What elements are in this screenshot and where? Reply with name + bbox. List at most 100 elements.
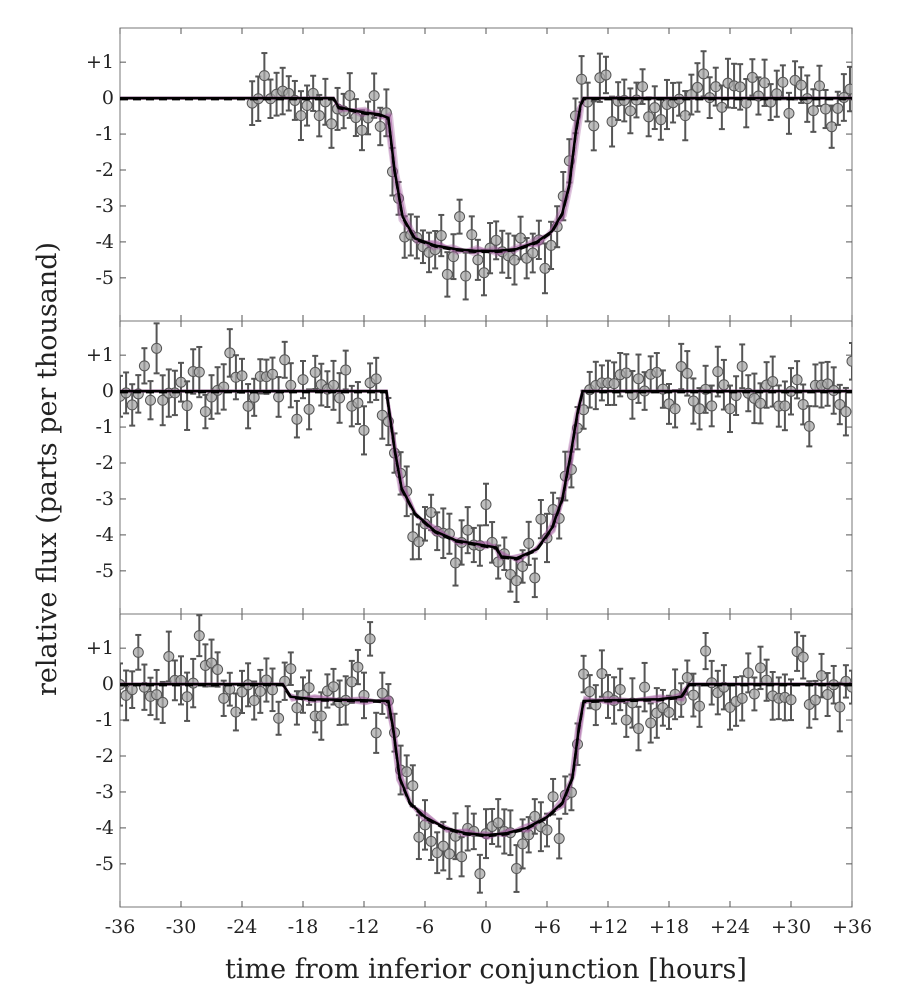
x-tick-label: -18: [288, 916, 319, 938]
data-point: [236, 357, 248, 394]
x-tick-label: +6: [533, 916, 561, 938]
x-tick-label: +18: [649, 916, 689, 938]
data-point: [277, 66, 289, 116]
data-point: [368, 72, 380, 119]
posterior-draw: [120, 96, 852, 256]
data-point: [761, 658, 773, 702]
y-tick-label: -3: [95, 781, 114, 803]
data-point: [807, 88, 819, 133]
data-point: [529, 798, 541, 835]
data-point: [401, 465, 413, 518]
data-point: [193, 614, 205, 658]
x-tick-label: -30: [166, 916, 197, 938]
data-point: [126, 670, 138, 709]
data-point: [803, 405, 815, 448]
data-point: [206, 374, 217, 420]
data-point: [151, 668, 163, 721]
data-point: [441, 251, 453, 298]
data-point: [474, 853, 486, 894]
data-point: [358, 671, 370, 720]
y-tick-label: -3: [95, 195, 114, 217]
data-point: [502, 232, 514, 279]
y-tick-label: +1: [86, 51, 114, 73]
data-point: [358, 405, 370, 456]
data-point: [547, 491, 559, 528]
y-tick-label: +1: [86, 344, 114, 366]
posterior-draw: [120, 682, 852, 840]
x-tick-label: -6: [416, 916, 435, 938]
data-point: [822, 360, 834, 407]
data-point: [193, 345, 205, 399]
data-point: [291, 399, 303, 439]
data-point: [734, 63, 746, 111]
data-point: [352, 381, 364, 426]
data-point: [466, 215, 478, 254]
plot-area: [120, 50, 852, 301]
data-point: [706, 659, 718, 706]
data-point: [364, 621, 376, 657]
data-point: [248, 680, 260, 721]
posterior-draw: [120, 682, 852, 838]
y-tick-label: -2: [95, 159, 114, 181]
data-point: [370, 711, 382, 754]
data-point: [511, 558, 522, 603]
data-point: [401, 754, 413, 790]
data-point: [545, 220, 557, 271]
data-point: [407, 764, 419, 808]
data-point: [675, 682, 687, 718]
data-point: [813, 64, 825, 107]
x-tick-label: +24: [710, 916, 750, 938]
data-point: [755, 645, 766, 691]
data-point: [376, 671, 388, 715]
data-point: [797, 634, 809, 680]
y-tick-label: 0: [102, 87, 114, 109]
data-point: [826, 104, 838, 149]
y-tick-label: -2: [95, 745, 114, 767]
data-point: [370, 356, 382, 401]
data-point: [645, 702, 657, 744]
data-point: [633, 353, 644, 404]
data-point: [553, 817, 565, 860]
data-point: [527, 232, 539, 274]
data-point: [685, 73, 697, 116]
data-point: [655, 98, 667, 141]
data-point: [746, 58, 758, 97]
data-point: [254, 668, 266, 714]
y-tick-label: -5: [95, 560, 114, 582]
posterior-draw: [120, 389, 852, 564]
data-point: [608, 361, 620, 406]
y-tick-label: 0: [102, 673, 114, 695]
panel-bottom: +1 0 -1 -2 -3 -4 -5: [86, 613, 853, 908]
data-point: [508, 234, 520, 286]
posterior-draw: [120, 682, 852, 841]
data-point: [224, 328, 236, 378]
data-point: [523, 816, 535, 854]
data-point: [578, 654, 590, 694]
data-point: [846, 669, 852, 705]
data-point: [218, 363, 230, 411]
data-point: [413, 814, 425, 861]
x-tick-label: +12: [588, 916, 628, 938]
data-point: [698, 50, 710, 98]
plot-area: [120, 614, 852, 894]
data-point: [669, 389, 681, 429]
y-tick-label: -2: [95, 452, 114, 474]
data-point: [151, 322, 163, 375]
data-point: [614, 667, 626, 712]
data-point: [309, 354, 321, 391]
data-point: [588, 100, 600, 152]
data-point: [285, 362, 297, 409]
data-point: [846, 341, 852, 381]
data-point: [736, 343, 748, 390]
data-point: [517, 818, 529, 870]
data-point: [181, 671, 193, 722]
data-point: [472, 238, 484, 281]
data-point: [267, 667, 278, 713]
data-point: [663, 694, 675, 730]
data-point: [511, 844, 522, 893]
data-point: [340, 349, 352, 391]
data-point: [809, 679, 821, 721]
data-point: [350, 98, 362, 138]
y-axis-title: relative flux (parts per thousand): [32, 242, 63, 696]
posterior-draw: [120, 389, 852, 560]
